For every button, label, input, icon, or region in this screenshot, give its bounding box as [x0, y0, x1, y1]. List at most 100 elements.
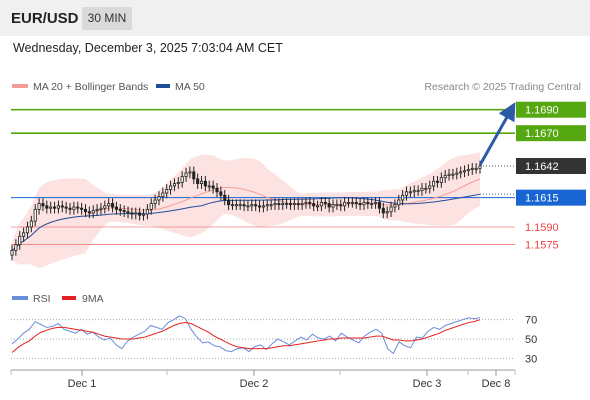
candle-body — [211, 185, 215, 189]
candle — [447, 168, 451, 181]
candle — [207, 180, 211, 192]
candle — [466, 164, 470, 176]
level-lines — [11, 108, 515, 245]
candle — [273, 198, 277, 210]
ma50-legend-label: MA 50 — [175, 81, 205, 93]
candle-body — [145, 208, 149, 215]
candle — [281, 198, 285, 210]
bollinger-bands — [12, 152, 480, 269]
candle — [432, 175, 436, 192]
candle — [459, 166, 463, 179]
candle-body — [246, 205, 250, 208]
rsi-legend-label: RSI — [33, 293, 51, 305]
candle-body — [428, 185, 432, 189]
candle-body — [33, 208, 37, 222]
candle — [362, 197, 366, 210]
candle-body — [49, 206, 53, 209]
candle-body — [478, 165, 482, 169]
candle — [192, 166, 196, 185]
candle — [211, 180, 215, 194]
candle-body — [114, 206, 118, 210]
candle-body — [281, 203, 285, 206]
ma20-legend-label: MA 20 + Bollinger Bands — [33, 81, 148, 93]
candle-body — [389, 206, 393, 213]
candle-body — [126, 211, 130, 214]
candle-body — [180, 176, 184, 183]
candle-body — [199, 180, 204, 184]
candle-body — [157, 196, 161, 201]
candle-body — [76, 206, 80, 209]
x-tick-label-3: Dec 8 — [482, 378, 511, 390]
candle-body — [296, 203, 300, 206]
candle-body — [343, 201, 347, 207]
candle — [308, 197, 312, 209]
candle-body — [459, 171, 463, 174]
chart-header: EUR/USD 30 MIN — [0, 0, 590, 36]
candle — [420, 183, 424, 196]
candle — [111, 198, 115, 213]
candle — [230, 199, 235, 210]
candle — [199, 175, 204, 189]
candle — [14, 239, 18, 256]
candle — [149, 198, 153, 215]
candle — [87, 206, 91, 219]
candle — [269, 199, 273, 210]
candle — [455, 167, 459, 180]
candle — [41, 198, 45, 212]
candle-body — [103, 205, 107, 209]
candle-body — [443, 174, 447, 179]
candle-body — [184, 172, 188, 177]
candle — [408, 186, 412, 198]
candle-body — [292, 203, 296, 206]
x-tick-label-0: Dec 1 — [68, 378, 97, 390]
candle-body — [172, 183, 176, 187]
chart-timestamp: Wednesday, December 3, 2025 7:03:04 AM C… — [13, 41, 283, 55]
candle — [33, 204, 37, 227]
candle-body — [377, 201, 381, 209]
rsi-legend-swatch — [12, 296, 28, 300]
candle-body — [327, 203, 331, 208]
candle-body — [91, 210, 95, 214]
level-label-bg-2 — [516, 158, 586, 174]
candle-body — [107, 203, 111, 207]
candle — [300, 198, 304, 210]
candle-body — [52, 206, 57, 209]
candle-body — [87, 211, 91, 214]
candle — [37, 198, 41, 215]
candle — [401, 190, 405, 206]
x-axis: Dec 1 Dec 2 Dec 3 Dec 8 — [10, 370, 516, 390]
candle-body — [141, 213, 146, 216]
candle-body — [165, 189, 169, 194]
candle-body — [234, 204, 238, 207]
candle — [389, 201, 393, 217]
candle-body — [14, 244, 18, 251]
candle-body — [404, 191, 409, 196]
candle — [215, 183, 219, 198]
candle — [319, 197, 323, 212]
candle — [103, 200, 107, 214]
candle-body — [223, 194, 227, 201]
level-label-bg-3 — [516, 189, 586, 206]
candle-body — [420, 187, 424, 192]
candle — [52, 201, 57, 214]
candle-body — [196, 178, 200, 184]
candle — [404, 186, 409, 201]
candle-body — [370, 203, 374, 205]
candle-body — [451, 173, 455, 176]
timeframe-button[interactable]: 30 MIN — [82, 7, 132, 30]
bollinger-band-fill — [12, 152, 480, 269]
candle — [327, 198, 331, 213]
candle-body — [257, 205, 262, 208]
candle — [254, 199, 258, 212]
projection-arrow — [478, 102, 516, 166]
candle — [316, 200, 320, 212]
candle-body — [265, 204, 269, 207]
candle — [250, 199, 254, 212]
candle-body — [339, 204, 343, 207]
candle-body — [80, 207, 84, 210]
candle — [474, 163, 478, 174]
candle — [277, 198, 281, 210]
candle-body — [37, 203, 41, 210]
candle-body — [29, 220, 33, 228]
candle — [443, 170, 447, 183]
